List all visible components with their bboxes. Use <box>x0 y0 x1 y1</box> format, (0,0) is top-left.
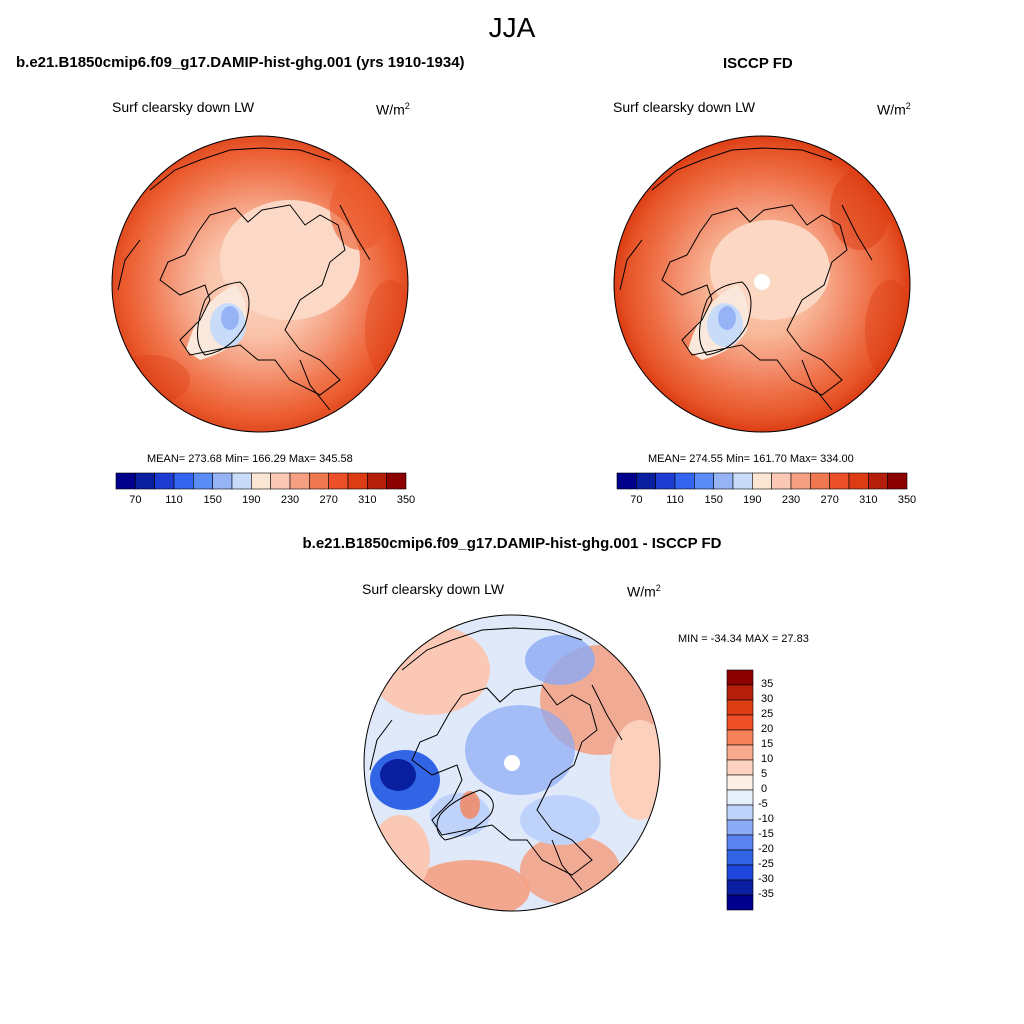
diff-colorbar-swatch <box>726 879 754 896</box>
diff-colorbar-swatch <box>726 864 754 881</box>
model-colorbar-swatch <box>173 472 194 490</box>
obs-units-label: W/m2 <box>877 101 911 118</box>
model-colorbar-swatch <box>328 472 349 490</box>
obs-colorbar <box>616 472 908 490</box>
model-variable-label: Surf clearsky down LW <box>112 99 255 115</box>
obs-colorbar-swatch <box>771 472 792 490</box>
model-colorbar <box>115 472 407 490</box>
obs-colorbar-tick-label: 270 <box>820 494 839 506</box>
model-colorbar-tick-label: 150 <box>203 494 222 506</box>
diff-colorbar <box>726 669 754 911</box>
diff-colorbar-swatch <box>726 774 754 791</box>
diff-colorbar-tick-label: -20 <box>758 843 774 855</box>
diff-colorbar-tick-label: -5 <box>758 798 768 810</box>
diff-colorbar-tick-label: -25 <box>758 858 774 870</box>
model-colorbar-swatch <box>135 472 155 490</box>
diff-colorbar-swatch <box>726 834 754 851</box>
model-colorbar-labels: 70 110 150 190 230 270 310 350 <box>116 494 415 508</box>
obs-variable-label: Surf clearsky down LW <box>613 99 756 115</box>
model-colorbar-swatch <box>193 472 213 490</box>
diff-colorbar-labels: 35 30 25 20 15 10 5 0 -5 -10 -15 -20 -25 -30 -35 <box>758 670 798 910</box>
obs-colorbar-swatch <box>810 472 830 490</box>
diff-colorbar-tick-label: -30 <box>758 873 774 885</box>
obs-colorbar-swatch <box>790 472 811 490</box>
obs-colorbar-swatch <box>636 472 656 490</box>
model-colorbar-tick-label: 110 <box>165 494 183 506</box>
diff-colorbar-swatch <box>726 759 754 776</box>
obs-colorbar-swatch <box>694 472 714 490</box>
season-title: JJA <box>488 12 536 43</box>
model-colorbar-swatch <box>212 472 233 490</box>
diff-colorbar-tick-label: -35 <box>758 888 774 900</box>
model-colorbar-swatch <box>115 472 136 490</box>
model-colorbar-tick-label: 310 <box>358 494 377 506</box>
obs-colorbar-tick-label: 70 <box>630 494 643 506</box>
obs-colorbar-tick-label: 150 <box>704 494 723 506</box>
diff-colorbar-swatch <box>726 744 754 761</box>
model-colorbar-swatch <box>367 472 387 490</box>
model-panel-title: b.e21.B1850cmip6.f09_g17.DAMIP-hist-ghg.… <box>16 54 465 71</box>
diff-colorbar-tick-label: 0 <box>761 783 768 795</box>
obs-colorbar-swatch <box>655 472 676 490</box>
diff-variable-label: Surf clearsky down LW <box>362 581 505 597</box>
diff-colorbar-swatch <box>726 819 754 836</box>
diff-colorbar-tick-label: 25 <box>761 708 774 720</box>
model-colorbar-swatch <box>309 472 329 490</box>
model-colorbar-swatch <box>347 472 368 490</box>
diff-colorbar-tick-label: 5 <box>761 768 768 780</box>
obs-panel-title: ISCCP FD <box>723 55 793 72</box>
diff-units-label: W/m2 <box>627 583 661 600</box>
model-colorbar-swatch <box>270 472 291 490</box>
model-colorbar-tick-label: 350 <box>396 494 416 506</box>
diff-colorbar-tick-label: 15 <box>761 738 774 750</box>
obs-colorbar-swatch <box>868 472 888 490</box>
obs-colorbar-swatch <box>674 472 695 490</box>
diff-colorbar-swatch <box>726 699 754 716</box>
obs-colorbar-tick-label: 230 <box>781 494 801 506</box>
obs-colorbar-swatch <box>732 472 753 490</box>
diff-colorbar-tick-label: -15 <box>758 828 774 840</box>
obs-colorbar-swatch <box>829 472 850 490</box>
obs-colorbar-tick-label: 110 <box>666 494 684 506</box>
diff-colorbar-tick-label: -10 <box>758 813 774 825</box>
obs-colorbar-swatch <box>616 472 637 490</box>
model-stats: MEAN= 273.68 Min= 166.29 Max= 345.58 <box>147 453 353 465</box>
model-colorbar-tick-label: 70 <box>129 494 142 506</box>
model-colorbar-tick-label: 270 <box>319 494 338 506</box>
model-colorbar-swatch <box>386 472 407 490</box>
diff-colorbar-swatch <box>726 684 754 701</box>
model-colorbar-swatch <box>231 472 252 490</box>
diff-colorbar-swatch <box>726 849 754 866</box>
model-units-label: W/m2 <box>376 101 410 118</box>
diff-colorbar-swatch <box>726 669 754 686</box>
diff-colorbar-tick-label: 10 <box>761 753 774 765</box>
model-colorbar-tick-label: 230 <box>280 494 300 506</box>
obs-colorbar-swatch <box>752 472 772 490</box>
obs-colorbar-tick-label: 190 <box>743 494 762 506</box>
obs-colorbar-swatch <box>848 472 869 490</box>
diff-colorbar-swatch <box>726 894 754 911</box>
obs-colorbar-labels: 70 110 150 190 230 270 310 350 <box>617 494 916 508</box>
diff-colorbar-swatch <box>726 789 754 806</box>
model-colorbar-swatch <box>154 472 175 490</box>
diff-colorbar-swatch <box>726 729 754 746</box>
diff-colorbar-tick-label: 35 <box>761 678 774 690</box>
obs-stats: MEAN= 274.55 Min= 161.70 Max= 334.00 <box>648 453 854 465</box>
obs-colorbar-swatch <box>887 472 908 490</box>
obs-colorbar-tick-label: 310 <box>859 494 878 506</box>
model-colorbar-swatch <box>251 472 271 490</box>
model-colorbar-swatch <box>289 472 310 490</box>
obs-colorbar-tick-label: 350 <box>897 494 917 506</box>
diff-colorbar-tick-label: 30 <box>761 693 774 705</box>
model-colorbar-tick-label: 190 <box>242 494 261 506</box>
diff-stats: MIN = -34.34 MAX = 27.83 <box>678 633 809 645</box>
diff-colorbar-tick-label: 20 <box>761 723 774 735</box>
diff-colorbar-swatch <box>726 804 754 821</box>
diff-colorbar-swatch <box>726 714 754 731</box>
diff-panel-title: b.e21.B1850cmip6.f09_g17.DAMIP-hist-ghg.… <box>302 535 722 552</box>
obs-colorbar-swatch <box>713 472 734 490</box>
